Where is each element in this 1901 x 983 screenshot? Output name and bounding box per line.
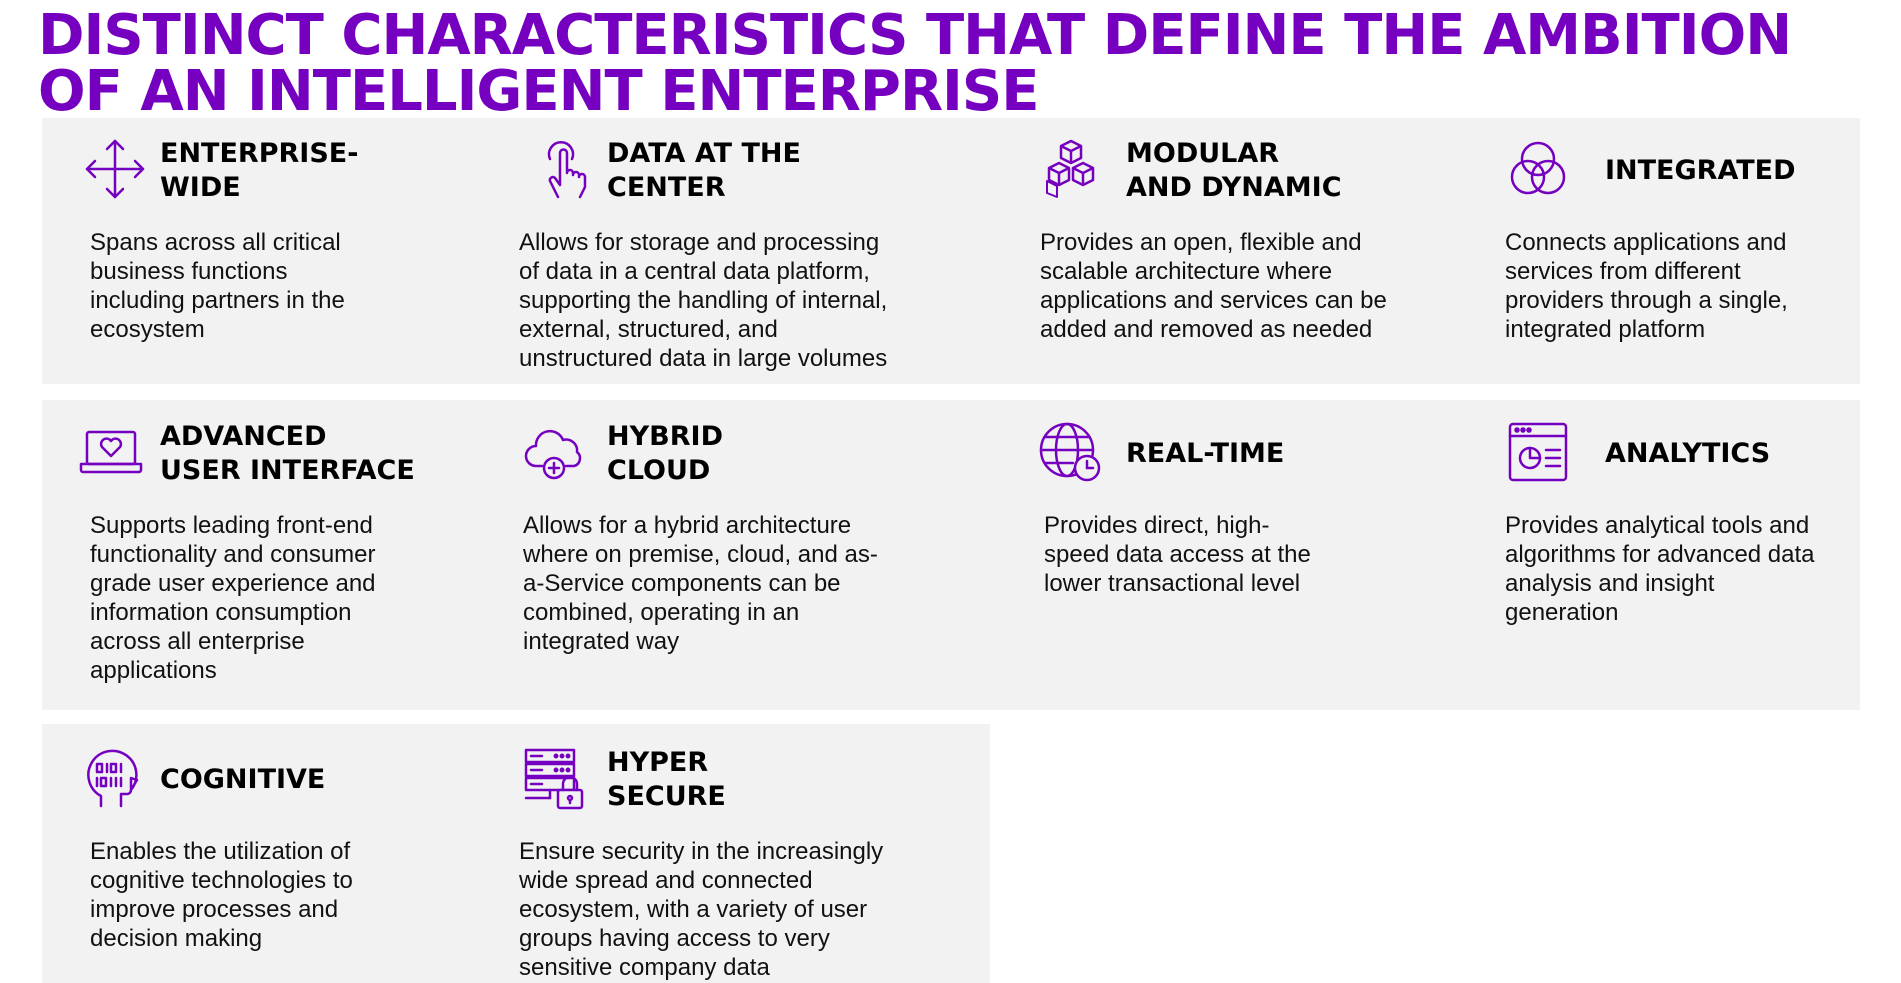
card-heading: INTEGRATED xyxy=(1605,155,1796,186)
card-heading: COGNITIVE xyxy=(160,764,326,795)
card-heading: ENTERPRISE- WIDE xyxy=(160,138,359,203)
venn-circles-icon xyxy=(1505,136,1571,202)
card-description: Provides direct, high- speed data access… xyxy=(1044,512,1311,597)
page-title: DISTINCT CHARACTERISTICS THAT DEFINE THE… xyxy=(38,3,1792,124)
card-description: Connects applications and services from … xyxy=(1505,229,1788,343)
card-description: Allows for storage and processing of dat… xyxy=(519,229,888,372)
card-heading: MODULAR AND DYNAMIC xyxy=(1126,138,1342,203)
touch-hand-icon xyxy=(531,136,597,202)
row-panel-3 xyxy=(42,724,990,983)
card-description: Allows for a hybrid architecture where o… xyxy=(523,512,878,655)
card-description: Provides an open, flexible and scalable … xyxy=(1040,229,1387,343)
laptop-heart-icon xyxy=(78,419,144,485)
card-heading: ANALYTICS xyxy=(1605,438,1771,469)
row-panel-2 xyxy=(42,400,1860,710)
card-heading: HYPER SECURE xyxy=(607,747,726,812)
card-description: Ensure security in the increasingly wide… xyxy=(519,838,884,981)
globe-clock-icon xyxy=(1038,419,1104,485)
card-heading: HYBRID CLOUD xyxy=(607,421,723,486)
head-binary-icon xyxy=(80,745,146,811)
cloud-plus-icon xyxy=(521,419,587,485)
browser-chart-icon xyxy=(1505,419,1571,485)
card-description: Provides analytical tools and algorithms… xyxy=(1505,512,1815,626)
card-heading: ADVANCED USER INTERFACE xyxy=(160,421,415,486)
card-heading: REAL-TIME xyxy=(1126,438,1285,469)
card-description: Spans across all critical business funct… xyxy=(90,229,345,343)
card-heading: DATA AT THE CENTER xyxy=(607,138,801,203)
card-description: Enables the utilization of cognitive tec… xyxy=(90,838,353,952)
card-description: Supports leading front-end functionality… xyxy=(90,512,376,684)
arrows-move-icon xyxy=(82,136,148,202)
cubes-icon xyxy=(1038,136,1104,202)
server-lock-icon xyxy=(521,745,587,811)
